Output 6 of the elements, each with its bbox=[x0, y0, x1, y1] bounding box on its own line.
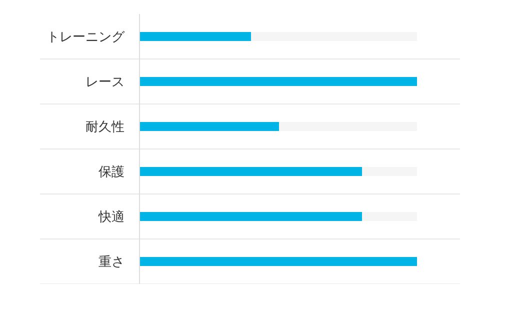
y-tick-label: 保護 bbox=[98, 165, 124, 180]
y-tick-label: 耐久性 bbox=[85, 120, 124, 136]
y-tick-label: レース bbox=[85, 75, 124, 90]
y-tick-label: 重さ bbox=[98, 255, 124, 270]
y-tick-label: 快適 bbox=[97, 209, 124, 226]
y-tick-label: トレーニング bbox=[46, 30, 126, 46]
